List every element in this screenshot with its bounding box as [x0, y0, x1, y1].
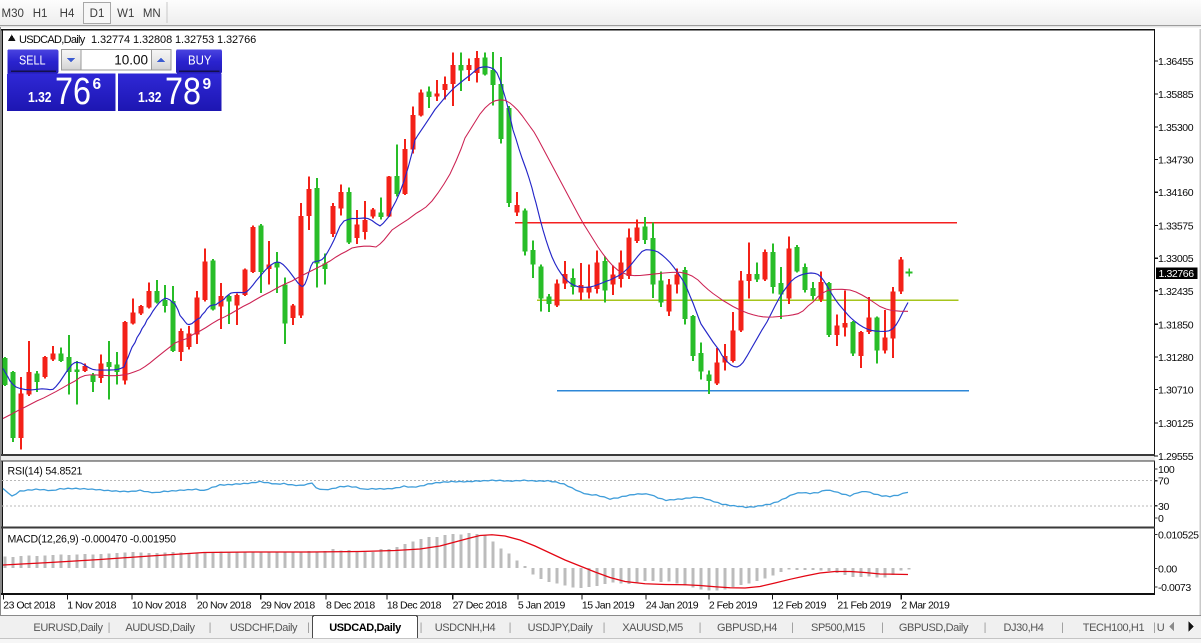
- svg-text:1.31850: 1.31850: [1158, 319, 1194, 331]
- svg-text:USDCAD,Daily: USDCAD,Daily: [329, 622, 402, 634]
- svg-text:1.33005: 1.33005: [1158, 253, 1194, 265]
- svg-text:1.32: 1.32: [138, 90, 162, 106]
- svg-text:RSI(14) 54.8521: RSI(14) 54.8521: [8, 466, 83, 478]
- svg-text:AUDUSD,Daily: AUDUSD,Daily: [125, 622, 195, 634]
- svg-text:100: 100: [1158, 464, 1175, 476]
- svg-text:0.00: 0.00: [1158, 563, 1177, 575]
- svg-text:70: 70: [1158, 476, 1169, 488]
- svg-text:MN: MN: [143, 8, 161, 20]
- svg-text:8 Dec 2018: 8 Dec 2018: [326, 600, 375, 612]
- svg-text:H1: H1: [33, 8, 48, 20]
- svg-text:30: 30: [1158, 501, 1169, 513]
- svg-text:1.34730: 1.34730: [1158, 155, 1194, 167]
- svg-text:SP500,M15: SP500,M15: [811, 622, 865, 634]
- svg-text:21 Feb 2019: 21 Feb 2019: [837, 600, 891, 612]
- svg-text:TECH100,H1: TECH100,H1: [1083, 622, 1145, 634]
- svg-text:1.35300: 1.35300: [1158, 122, 1194, 134]
- svg-text:18 Dec 2018: 18 Dec 2018: [387, 600, 442, 612]
- svg-text:23 Oct 2018: 23 Oct 2018: [3, 600, 55, 612]
- svg-text:12 Feb 2019: 12 Feb 2019: [773, 600, 827, 612]
- svg-text:USDCAD,Daily: USDCAD,Daily: [19, 34, 86, 46]
- svg-text:MACD(12,26,9) -0.000470 -0.001: MACD(12,26,9) -0.000470 -0.001950: [8, 534, 177, 546]
- svg-text:1.34160: 1.34160: [1158, 187, 1194, 199]
- svg-text:BUY: BUY: [188, 52, 212, 67]
- svg-text:-0.0073: -0.0073: [1158, 582, 1191, 594]
- svg-text:76: 76: [55, 71, 91, 113]
- svg-text:USDJPY,Daily: USDJPY,Daily: [528, 622, 594, 634]
- svg-text:|: |: [307, 622, 310, 634]
- svg-text:1.30710: 1.30710: [1158, 385, 1194, 397]
- svg-text:0.010525: 0.010525: [1158, 529, 1199, 541]
- svg-text:XAUUSD,M5: XAUUSD,M5: [622, 622, 683, 634]
- svg-text:2 Mar 2019: 2 Mar 2019: [901, 600, 950, 612]
- svg-text:78: 78: [165, 71, 201, 113]
- svg-text:10.00: 10.00: [114, 53, 148, 68]
- svg-text:9: 9: [203, 76, 212, 93]
- svg-text:|: |: [1153, 622, 1156, 634]
- svg-text:|: |: [791, 622, 794, 634]
- svg-text:|: |: [108, 622, 111, 634]
- svg-text:27 Dec 2018: 27 Dec 2018: [453, 600, 508, 612]
- svg-text:1.35885: 1.35885: [1158, 89, 1194, 101]
- svg-text:1.33575: 1.33575: [1158, 221, 1194, 233]
- svg-text:GBPUSD,Daily: GBPUSD,Daily: [899, 622, 969, 634]
- svg-text:|: |: [209, 622, 212, 634]
- svg-text:D1: D1: [90, 8, 105, 20]
- svg-text:M30: M30: [2, 8, 24, 20]
- svg-text:|: |: [420, 622, 423, 634]
- svg-text:H4: H4: [60, 8, 75, 20]
- svg-text:DJ30,H4: DJ30,H4: [1004, 622, 1044, 634]
- svg-text:1.29555: 1.29555: [1158, 451, 1194, 463]
- svg-text:|: |: [881, 622, 884, 634]
- svg-text:1.30125: 1.30125: [1158, 418, 1194, 430]
- svg-text:1.36455: 1.36455: [1158, 56, 1194, 68]
- svg-text:|: |: [1061, 622, 1064, 634]
- svg-text:|: |: [603, 622, 606, 634]
- svg-text:15 Jan 2019: 15 Jan 2019: [582, 600, 635, 612]
- svg-text:10 Nov 2018: 10 Nov 2018: [132, 600, 187, 612]
- svg-text:GBPUSD,H4: GBPUSD,H4: [717, 622, 777, 634]
- svg-text:EURUSD,Daily: EURUSD,Daily: [33, 622, 103, 634]
- svg-text:|: |: [699, 622, 702, 634]
- svg-text:W1: W1: [117, 8, 134, 20]
- svg-text:1.32766: 1.32766: [1159, 268, 1195, 280]
- svg-text:USDCHF,Daily: USDCHF,Daily: [230, 622, 298, 634]
- svg-text:29 Nov 2018: 29 Nov 2018: [261, 600, 316, 612]
- svg-text:1.31280: 1.31280: [1158, 352, 1194, 364]
- svg-text:1.32: 1.32: [28, 90, 52, 106]
- svg-text:|: |: [509, 622, 512, 634]
- svg-text:5 Jan 2019: 5 Jan 2019: [518, 600, 566, 612]
- svg-text:USDCNH,H4: USDCNH,H4: [435, 622, 496, 634]
- svg-text:SELL: SELL: [19, 52, 46, 67]
- svg-text:1.32774 1.32808 1.32753 1.3276: 1.32774 1.32808 1.32753 1.32766: [91, 34, 256, 46]
- svg-text:2 Feb 2019: 2 Feb 2019: [709, 600, 758, 612]
- svg-text:1.32435: 1.32435: [1158, 286, 1194, 298]
- svg-text:0: 0: [1158, 513, 1164, 525]
- svg-text:U: U: [1157, 622, 1165, 634]
- svg-text:24 Jan 2019: 24 Jan 2019: [646, 600, 699, 612]
- svg-text:20 Nov 2018: 20 Nov 2018: [197, 600, 252, 612]
- svg-text:1 Nov 2018: 1 Nov 2018: [67, 600, 116, 612]
- svg-text:6: 6: [93, 76, 102, 93]
- svg-text:|: |: [984, 622, 987, 634]
